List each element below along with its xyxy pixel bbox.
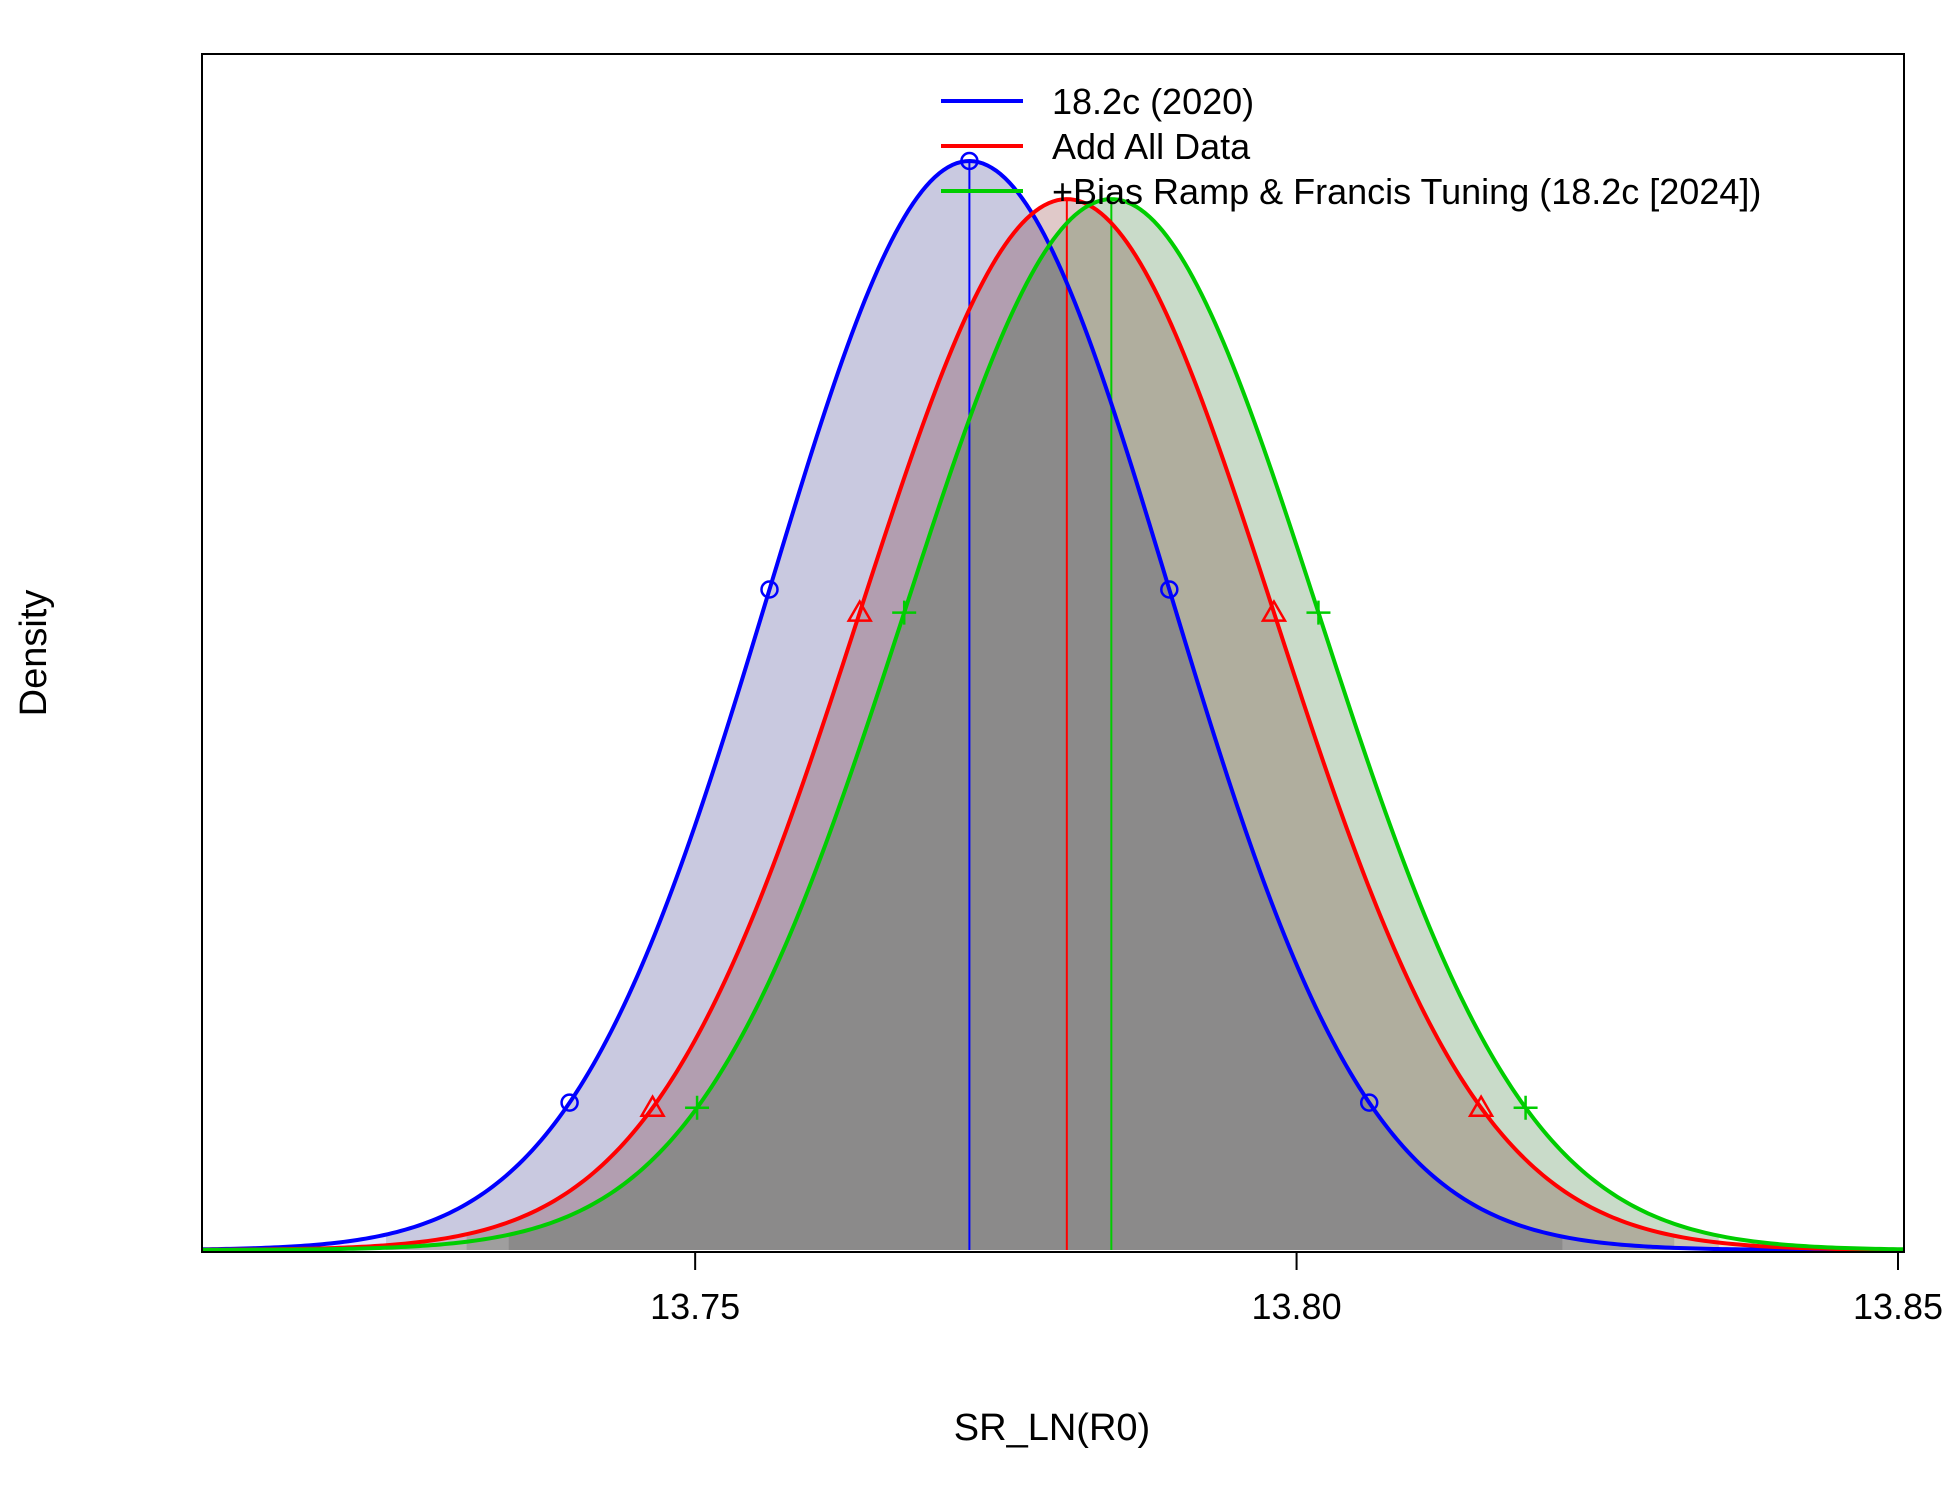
x-axis-label: SR_LN(R0) bbox=[954, 1407, 1150, 1449]
legend-label-1: Add All Data bbox=[1052, 126, 1251, 167]
series-0-point-marker bbox=[560, 1093, 579, 1112]
series-1-point-marker bbox=[1467, 1094, 1495, 1118]
series-0-interval-fill bbox=[386, 161, 1563, 1250]
series-0-area-fill bbox=[202, 161, 1904, 1250]
legend-label-0: 18.2c (2020) bbox=[1052, 81, 1254, 122]
series-2-point-marker bbox=[685, 1095, 710, 1120]
series-2-point-marker bbox=[1513, 1095, 1538, 1120]
series-1-point-marker bbox=[1260, 599, 1288, 622]
series-0-point-marker bbox=[960, 151, 979, 171]
series-1-density-line bbox=[202, 197, 1904, 1252]
series-2-point-marker bbox=[892, 600, 917, 625]
x-axis: 13.75 13.80 13.85 bbox=[650, 1251, 1943, 1327]
series-2-area-fill bbox=[202, 199, 1904, 1250]
series-0-point-marker bbox=[760, 580, 779, 599]
plot-area bbox=[202, 151, 1904, 1252]
series-2-interval-fill bbox=[508, 199, 1719, 1250]
y-axis-label: Density bbox=[13, 590, 55, 717]
series-1-area-fill bbox=[202, 199, 1904, 1250]
x-tick-label: 13.80 bbox=[1252, 1286, 1342, 1327]
series-0-point-marker bbox=[1359, 1093, 1379, 1112]
series-2-density-line bbox=[202, 197, 1904, 1252]
series-1-point-marker bbox=[846, 599, 873, 622]
series-1-point-marker bbox=[639, 1094, 666, 1118]
legend-label-2: +Bias Ramp & Francis Tuning (18.2c [2024… bbox=[1052, 171, 1761, 212]
x-tick-label: 13.75 bbox=[650, 1286, 740, 1327]
series-0-density-line bbox=[202, 158, 1904, 1252]
series-2-point-marker bbox=[1306, 600, 1331, 625]
legend: 18.2c (2020)Add All Data+Bias Ramp & Fra… bbox=[941, 81, 1761, 212]
series-0-point-marker bbox=[1160, 580, 1179, 599]
x-tick-label: 13.85 bbox=[1853, 1286, 1943, 1327]
